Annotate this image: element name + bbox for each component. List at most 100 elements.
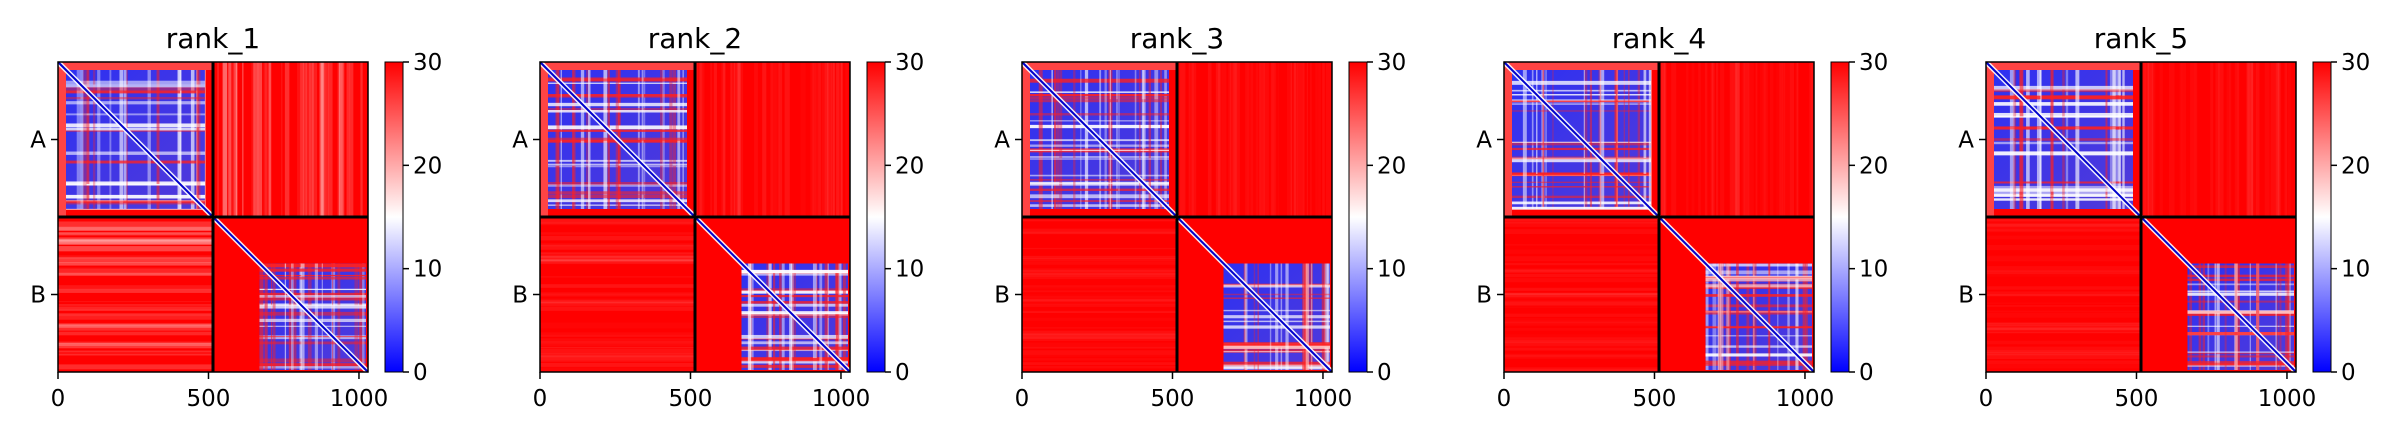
inter-chain-streak [263,62,267,217]
chain-a-line [1542,70,1545,209]
chain-label: B [1958,283,1974,309]
inter-chain-streak [1022,268,1177,273]
chain-b-line [259,288,366,291]
inter-chain-streak [233,62,236,217]
inter-chain-streak [713,62,717,217]
inter-chain-streak [540,322,695,328]
chain-a-line [1994,181,2133,184]
inter-chain-streak [2277,62,2280,217]
colorbar-tick-label: 30 [413,50,442,76]
inter-chain-streak [1715,62,1719,217]
inter-chain-streak [58,342,213,346]
chain-a-line [97,70,101,209]
chain-a-line [1104,70,1107,209]
chain-a-line [1599,70,1601,209]
chain-a-line [548,110,687,113]
inter-chain-streak [730,62,734,217]
inter-chain-streak [2148,62,2153,217]
inter-chain-streak [2190,62,2195,217]
inter-chain-streak [736,62,741,217]
chain-b-line [741,301,848,304]
x-tick-label: 1000 [1776,386,1835,412]
chain-a-line [1512,158,1651,160]
inter-chain-streak [346,62,350,217]
inter-chain-streak [2169,62,2174,217]
inter-chain-streak [1504,289,1659,291]
inter-chain-streak [540,348,695,355]
chain-a-line [66,127,205,131]
inter-chain-streak [1796,62,1798,217]
chain-b-line [1726,263,1730,370]
inter-chain-streak [1022,231,1177,234]
chain-b-line [2189,263,2193,370]
chain-a-line [1030,91,1169,93]
chain-b-line [2187,364,2294,367]
inter-chain-streak [58,327,213,331]
chain-b-line [836,263,840,370]
inter-chain-streak [58,313,213,317]
inter-chain-streak [1022,273,1177,276]
inter-chain-streak [1022,220,1177,221]
chain-b-line [290,263,294,370]
chain-a-line [1512,206,1651,210]
inter-chain-streak [1022,287,1177,290]
chain-a-line [1030,204,1169,207]
chain-a-line [588,70,591,209]
inter-chain-streak [1986,360,2141,362]
chain-a-line [177,70,181,209]
chain-a-line [66,86,205,91]
inter-chain-streak [2248,62,2254,217]
inter-chain-streak [1504,313,1659,317]
inter-chain-streak [540,353,695,359]
inter-chain-streak [1986,270,2141,275]
chain-b-line [2286,263,2290,370]
inter-chain-streak [710,62,713,217]
chain-b-line [2287,263,2291,370]
inter-chain-streak [831,62,834,217]
inter-chain-streak [58,316,213,320]
inter-chain-streak [1986,362,2141,364]
chain-b-line [1802,263,1806,370]
chain-b-line [2187,290,2294,292]
inter-chain-streak [1235,62,1240,217]
chain-a-line [1030,78,1169,83]
heatmap-panel-3: rank_3 0 500 1000 A B 0 10 20 30 [994,22,1406,412]
colorbar-tick-label: 0 [1377,360,1392,386]
chain-b-line [741,359,848,364]
inter-chain-streak [835,62,839,217]
inter-chain-streak [721,62,726,217]
inter-chain-streak [242,62,244,217]
inter-chain-streak [349,62,354,217]
inter-chain-streak [312,62,318,217]
chain-b-line [331,263,336,370]
chain-b-line [741,271,848,276]
chain-a-line [66,194,205,199]
chain-b-line [259,269,366,272]
chain-a-line [548,184,687,187]
chain-b-line [824,263,829,370]
chain-b-line [741,334,848,339]
chain-a-edge [1986,62,2141,70]
inter-chain-streak [540,245,695,250]
inter-chain-streak [58,221,213,227]
inter-chain-streak [58,324,213,329]
inter-chain-streak [2251,62,2254,217]
inter-chain-streak [1022,333,1177,339]
inter-chain-streak [1986,324,2141,330]
inter-chain-streak [1986,341,2141,345]
chain-b-line [741,269,848,274]
colorbar [1348,61,1368,373]
inter-chain-streak [327,62,333,217]
inter-chain-streak [818,62,821,217]
chain-a-line [1030,113,1169,116]
chain-a-line [1142,70,1144,209]
inter-chain-streak [832,62,835,217]
chain-b-line [259,336,366,338]
colorbar-tick-label: 0 [895,360,910,386]
chain-b-line [741,290,848,294]
chain-a-line [156,70,160,209]
inter-chain-streak [1180,62,1185,217]
chain-a-line [1030,149,1169,152]
colorbar-tick-label: 0 [1859,360,1874,386]
chain-b-line [259,303,366,306]
